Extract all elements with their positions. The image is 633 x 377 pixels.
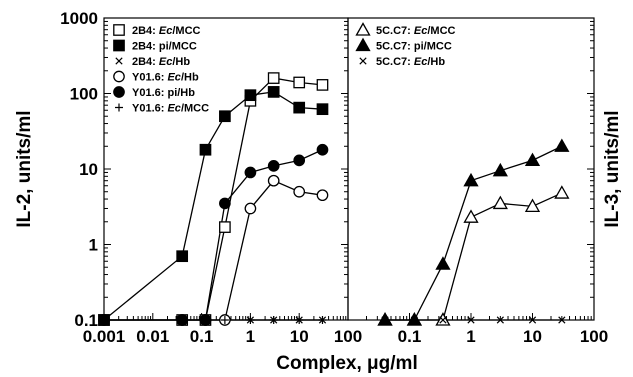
y-tick-label: 1 [89, 236, 98, 255]
y-tick-label: 10 [79, 160, 98, 179]
left-data-point [316, 189, 329, 202]
left-legend-label: Y01.6: Ec/Hb [132, 72, 199, 84]
left-series-line [104, 179, 323, 321]
left-legend-marker [113, 86, 125, 98]
y-tick-label: 1000 [60, 9, 98, 28]
left-x-tick-label: 10 [290, 327, 309, 346]
left-data-point [293, 154, 306, 167]
right-x-tick-label: 0.1 [398, 327, 422, 346]
right-x-tick-label: 10 [523, 327, 542, 346]
right-x-tick-label: 1 [466, 327, 475, 346]
left-legend-label: 2B4: pi/MCC [132, 41, 197, 53]
right-data-point [496, 316, 504, 324]
right-data-point [435, 256, 451, 270]
right-data-point [528, 316, 537, 324]
left-data-point [293, 101, 306, 114]
left-legend-marker [113, 24, 125, 36]
left-data-point [100, 316, 108, 324]
right-legend-marker [359, 57, 367, 65]
right-series-line [385, 145, 563, 321]
left-data-point [219, 221, 231, 233]
legends: 2B4: Ec/MCC 2B4: pi/MCC 2B4: Ec/Hb Y01.6: E… [113, 22, 456, 115]
left-x-tick-label: 0.001 [83, 327, 126, 346]
left-data-point [201, 316, 210, 324]
left-series-line [104, 149, 323, 321]
left-data-point [295, 316, 304, 324]
axes-layer: 0.001 0.01 0.1 1 10 100 0.1 1 10 100 1000 0.1 1 10 100 [60, 9, 608, 346]
left-data-point [316, 143, 329, 156]
left-data-point [267, 160, 280, 172]
left-data-point [220, 316, 229, 324]
right-data-point [463, 172, 479, 187]
left-data-point [318, 316, 327, 324]
y-tick-label: 100 [70, 85, 98, 104]
left-data-point [293, 185, 306, 198]
right-legend-label: 5C.C7: Ec/Hb [376, 56, 445, 68]
left-x-tick-label: 0.01 [136, 327, 169, 346]
x-axis-title: Complex, μg/ml [276, 353, 417, 374]
right-data-point [381, 316, 389, 324]
left-data-point [316, 103, 329, 116]
left-legend-marker [113, 39, 125, 52]
right-legend-label: 5C.C7: Ec/MCC [376, 25, 456, 37]
right-legend-label: 5C.C7: pi/MCC [376, 41, 452, 53]
right-data-point [492, 162, 508, 177]
left-legend-label: Y01.6: pi/Hb [132, 87, 195, 99]
left-x-tick-label: 0.1 [190, 327, 214, 346]
left-x-tick-label: 100 [334, 327, 362, 346]
left-data-point [199, 143, 212, 156]
series-markers [98, 72, 570, 326]
right-data-point [554, 138, 570, 152]
left-data-point [316, 79, 329, 91]
right-data-point [410, 316, 418, 324]
right-data-point [439, 316, 447, 324]
left-data-point [244, 166, 257, 179]
left-legend-label: 2B4: Ec/Hb [132, 56, 190, 68]
left-data-point [244, 89, 257, 102]
right-data-point [524, 198, 541, 213]
left-legend-marker [115, 57, 123, 65]
right-series-line [385, 192, 563, 321]
left-y-axis-title: IL-2, units/ml [14, 110, 35, 227]
right-x-tick-label: 100 [580, 327, 608, 346]
right-data-point [558, 316, 566, 324]
left-legend-marker [115, 103, 123, 112]
right-data-point [463, 209, 479, 223]
left-data-point [176, 250, 189, 263]
right-data-point [467, 316, 475, 324]
right-legend-marker [355, 37, 371, 52]
left-data-point [269, 316, 278, 324]
left-legend-label: 2B4: Ec/MCC [132, 25, 201, 37]
left-data-point [244, 202, 257, 215]
right-data-point [492, 195, 508, 210]
left-data-point [246, 316, 255, 324]
left-data-point [267, 86, 280, 98]
left-data-point [267, 174, 280, 187]
left-data-point [293, 76, 306, 89]
left-data-point [219, 197, 231, 210]
y-tick-label: 0.1 [74, 311, 98, 330]
left-data-point [178, 316, 187, 324]
left-data-point [267, 72, 280, 84]
right-y-axis-title: IL-3, units/ml [602, 110, 623, 227]
left-legend-label: Y01.6: Ec/MCC [132, 103, 209, 115]
left-legend-marker [113, 70, 125, 83]
right-data-point [524, 152, 541, 167]
left-x-tick-label: 1 [246, 327, 255, 346]
right-data-point [554, 185, 570, 199]
left-data-point [219, 110, 231, 123]
right-legend-marker [355, 22, 371, 36]
